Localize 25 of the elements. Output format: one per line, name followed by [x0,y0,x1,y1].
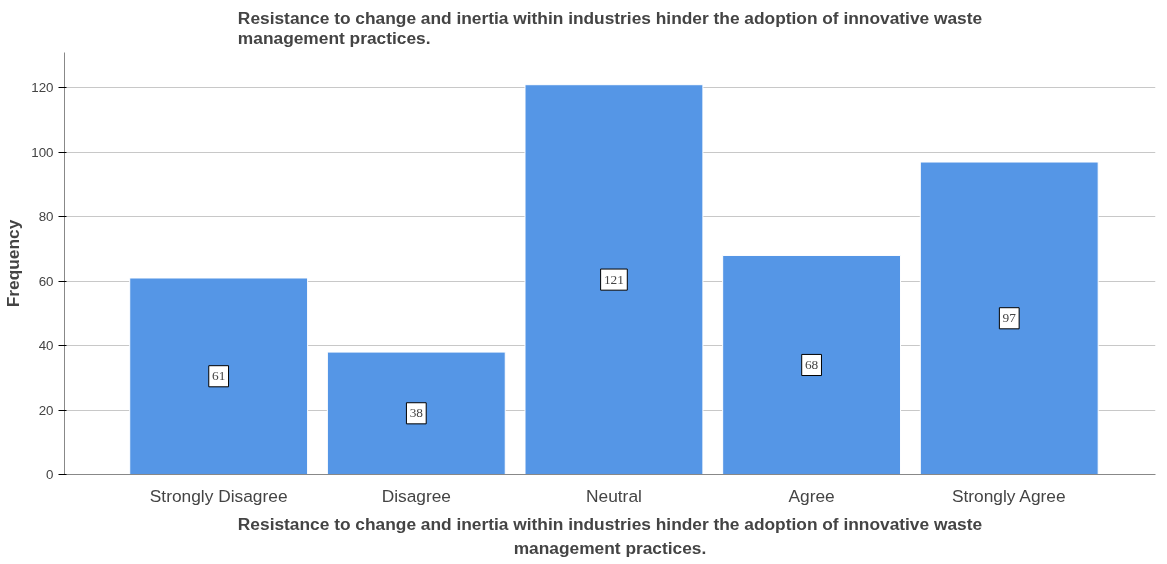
y-tick-label: 40 [38,338,54,354]
y-tick-label: 100 [31,144,54,160]
data-label: 97 [1002,310,1017,326]
y-tick-label: 120 [31,80,54,96]
bar [524,84,704,475]
data-label: 121 [603,271,624,287]
x-tick-label: Strongly Disagree [149,485,288,506]
x-axis-title: Resistance to change and inertia within industries hinder the adoption of innovative waste management practices. [237,513,983,558]
bar [919,161,1099,475]
y-axis-title: Frequency [3,219,24,308]
x-tick-label: Disagree [381,485,451,506]
y-tick-label: 60 [38,273,54,289]
bar [326,351,506,475]
bar [129,277,309,475]
data-label: 61 [212,368,226,384]
data-label: 38 [409,405,424,421]
chart-title: Resistance to change and inertia within industries hinder the adoption of innovative waste management practices. [237,7,983,48]
y-tick-label: 20 [38,402,54,418]
x-tick-label: Neutral [586,485,642,506]
y-tick-label: 80 [38,209,54,225]
x-tick-label: Strongly Agree [951,485,1066,506]
x-tick-label: Agree [788,485,835,506]
bar [722,254,902,475]
y-tick-label: 0 [46,467,54,482]
data-label: 68 [804,356,819,372]
